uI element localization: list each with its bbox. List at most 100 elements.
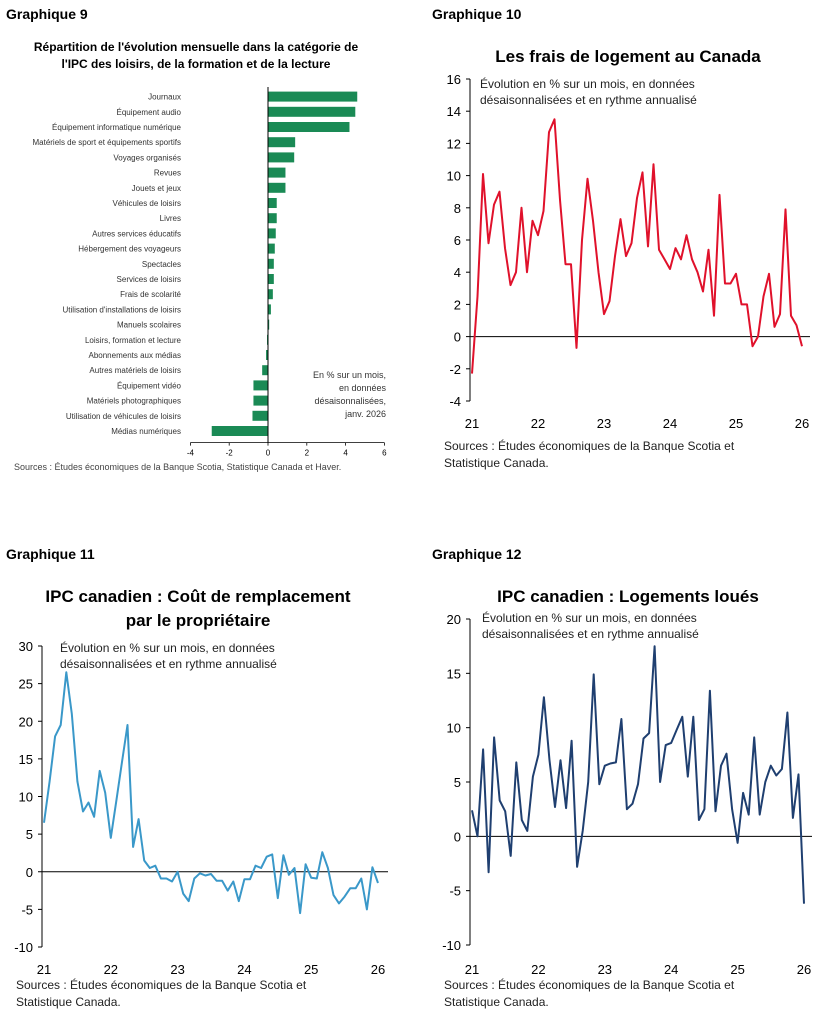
category-label: Journaux — [148, 93, 181, 102]
annotation-line: janv. 2026 — [344, 409, 386, 419]
bar — [268, 274, 274, 284]
chart-source: Sources : Études économiques de la Banqu… — [16, 977, 306, 1011]
x-tick-label: 21 — [465, 416, 479, 431]
annotation-line: désaisonnalisées, — [314, 396, 386, 406]
y-tick-label: 12 — [447, 136, 461, 151]
chart-panel-11: Graphique 11 IPC canadien : Coût de remp… — [0, 540, 414, 1023]
category-label: Véhicules de loisirs — [113, 199, 181, 208]
x-tick-label: 26 — [795, 416, 809, 431]
bar — [268, 182, 286, 193]
source-line-2: Statistique Canada. — [16, 995, 121, 1009]
annotation-line: en données — [339, 383, 387, 393]
series-line — [471, 645, 805, 904]
chart-subtitle-line: Évolution en % sur un mois, en données — [60, 640, 275, 655]
bar — [266, 350, 268, 360]
chart-label: Graphique 12 — [432, 546, 522, 562]
y-tick-label: -10 — [442, 938, 461, 953]
y-tick-label: 20 — [447, 612, 461, 627]
y-tick-label: 15 — [19, 752, 33, 767]
chart-label: Graphique 10 — [432, 6, 522, 22]
annotation-line: En % sur un mois, — [313, 370, 386, 380]
x-tick-label: -4 — [187, 449, 195, 458]
source-line-1: Sources : Études économiques de la Banqu… — [444, 978, 735, 992]
category-label: Utilisation de véhicules de loisirs — [66, 412, 181, 421]
chart-title-line-1: Répartition de l'évolution mensuelle dan… — [34, 40, 359, 54]
y-tick-label: 10 — [447, 169, 461, 184]
bar — [253, 395, 268, 406]
bar — [268, 106, 356, 117]
chart-panel-10: Graphique 10 Les frais de logement au Ca… — [414, 0, 828, 500]
source-line-2: Statistique Canada. — [444, 456, 549, 470]
y-tick-label: 30 — [19, 639, 33, 654]
x-tick-label: 25 — [729, 416, 743, 431]
bar — [268, 198, 277, 208]
x-tick-label: 24 — [664, 962, 678, 977]
bar — [268, 304, 271, 315]
bar — [268, 152, 295, 163]
x-tick-label: 22 — [531, 962, 545, 977]
category-label: Matériels de sport et équipements sporti… — [32, 138, 181, 147]
bar — [268, 213, 277, 224]
x-tick-label: 0 — [266, 449, 271, 458]
y-tick-label: 6 — [454, 233, 461, 248]
x-tick-label: 26 — [797, 962, 811, 977]
x-tick-label: 22 — [531, 416, 545, 431]
line-chart-12: IPC canadien : Logements loués Évolution … — [442, 587, 812, 977]
chart-label: Graphique 11 — [6, 546, 95, 562]
y-tick-label: 0 — [454, 330, 461, 345]
category-label: Autres services éducatifs — [92, 229, 181, 238]
chart-subtitle-line: Évolution en % sur un mois, en données — [480, 76, 695, 91]
chart-title: par le propriétaire — [126, 611, 271, 630]
bar — [268, 167, 286, 178]
category-label: Matériels photographiques — [87, 397, 181, 406]
bar — [253, 380, 268, 391]
category-label: Livres — [160, 214, 181, 223]
y-tick-label: 2 — [454, 297, 461, 312]
category-label: Manuels scolaires — [117, 321, 181, 330]
series-line — [471, 118, 803, 374]
chart-subtitle-line: désaisonnalisées et en rythme annualisé — [482, 627, 699, 641]
category-label: Utilisation d'installations de loisirs — [63, 305, 181, 314]
y-tick-label: 16 — [447, 72, 461, 87]
x-tick-label: 22 — [104, 962, 118, 977]
chart-title-line-2: l'IPC des loisirs, de la formation et de… — [62, 57, 331, 71]
line-chart-10: Les frais de logement au Canada Évolution… — [447, 47, 810, 431]
chart-subtitle-line: Évolution en % sur un mois, en données — [482, 610, 697, 625]
y-tick-label: 20 — [19, 714, 33, 729]
category-label: Hébergement des voyageurs — [78, 245, 181, 254]
category-label: Frais de scolarité — [120, 290, 181, 299]
source-line-2: Statistique Canada. — [444, 995, 549, 1009]
chart-subtitle-line: désaisonnalisées et en rythme annualisé — [480, 93, 697, 107]
x-tick-label: 25 — [304, 962, 318, 977]
chart-title: IPC canadien : Logements loués — [497, 587, 759, 606]
x-tick-label: 21 — [37, 962, 51, 977]
x-tick-label: 23 — [598, 962, 612, 977]
x-tick-label: 4 — [343, 449, 348, 458]
x-tick-label: 23 — [597, 416, 611, 431]
y-tick-label: -5 — [449, 884, 461, 899]
y-tick-label: 5 — [26, 827, 33, 842]
x-tick-label: 2 — [305, 449, 310, 458]
chart-source: Sources : Études économiques de la Banqu… — [14, 462, 342, 472]
category-label: Équipement audio — [117, 108, 182, 117]
bar — [268, 258, 274, 269]
chart-panel-9: Graphique 9 Répartition de l'évolution m… — [0, 0, 414, 500]
bar — [268, 289, 273, 300]
bar — [268, 319, 270, 330]
category-label: Spectacles — [142, 260, 181, 269]
y-tick-label: 25 — [19, 677, 33, 692]
chart-panel-12: Graphique 12 IPC canadien : Logements lo… — [414, 540, 828, 1023]
category-label: Autres matériels de loisirs — [89, 366, 181, 375]
category-label: Services de loisirs — [117, 275, 181, 284]
category-label: Équipement informatique numérique — [52, 123, 182, 132]
chart-source: Sources : Études économiques de la Banqu… — [444, 438, 734, 472]
bar — [268, 243, 275, 254]
y-tick-label: 8 — [454, 201, 461, 216]
bar — [262, 365, 268, 376]
y-tick-label: 10 — [447, 721, 461, 736]
x-tick-label: 21 — [465, 962, 479, 977]
x-tick-label: 23 — [170, 962, 184, 977]
x-tick-label: 24 — [237, 962, 251, 977]
y-tick-label: 5 — [454, 775, 461, 790]
category-label: Équipement vidéo — [117, 381, 182, 390]
